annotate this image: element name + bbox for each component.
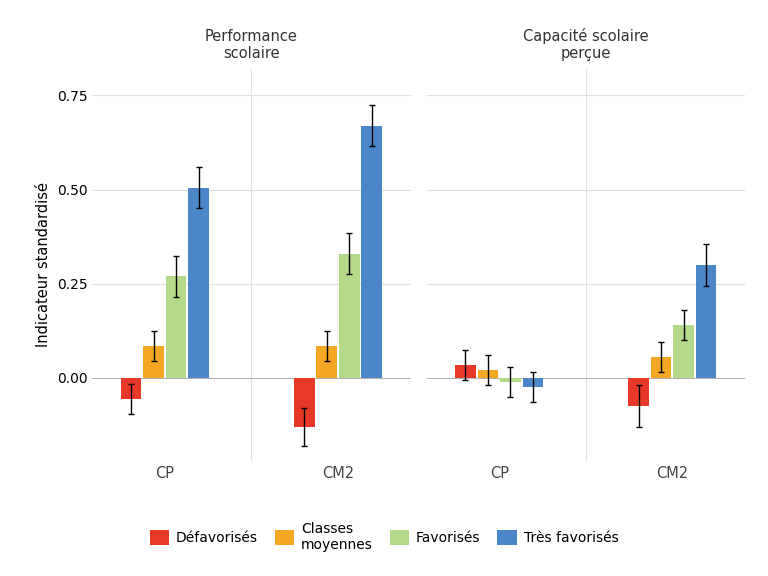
Title: Performance
scolaire: Performance scolaire — [205, 29, 298, 61]
Bar — [166, 276, 187, 378]
Bar — [673, 325, 694, 378]
Bar — [522, 378, 543, 387]
Bar — [455, 365, 476, 378]
Bar — [628, 378, 649, 406]
Title: Capacité scolaire
perçue: Capacité scolaire perçue — [523, 28, 648, 61]
Bar — [650, 357, 671, 378]
Bar — [361, 126, 382, 378]
Bar — [316, 346, 337, 378]
Y-axis label: Indicateur standardisé: Indicateur standardisé — [36, 183, 51, 347]
Legend: Défavorisés, Classes
moyennes, Favorisés, Très favorisés: Défavorisés, Classes moyennes, Favorisés… — [144, 516, 624, 558]
Bar — [143, 346, 164, 378]
Bar — [696, 265, 717, 378]
Bar — [478, 370, 498, 378]
Bar — [294, 378, 315, 427]
Bar — [121, 378, 141, 399]
Bar — [339, 253, 359, 378]
Bar — [188, 188, 209, 378]
Bar — [500, 378, 521, 382]
